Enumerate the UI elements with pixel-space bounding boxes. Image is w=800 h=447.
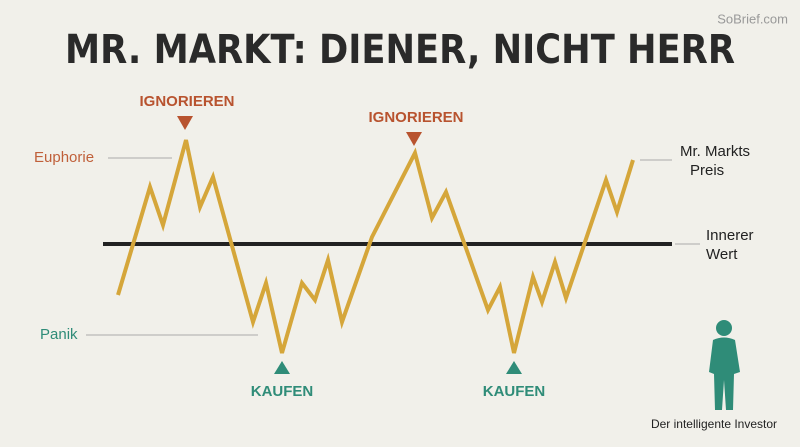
watermark: SoBrief.com xyxy=(717,11,788,26)
buy-label: KAUFEN xyxy=(251,383,314,400)
euphoria-label: Euphorie xyxy=(34,149,94,166)
value-label: Wert xyxy=(706,246,738,263)
panic-label: Panik xyxy=(40,326,78,343)
price-line xyxy=(116,139,635,354)
ignore-label: IGNORIEREN xyxy=(368,109,463,126)
value-label: Innerer xyxy=(706,227,754,244)
investor-label: Der intelligente Investor xyxy=(651,417,777,431)
buy-label: KAUFEN xyxy=(483,383,546,400)
buy-marker xyxy=(506,361,522,374)
ignore-marker xyxy=(177,116,193,130)
title: MR. MARKT: DIENER, NICHT HERR xyxy=(65,27,735,73)
price-label: Mr. Markts xyxy=(680,143,750,160)
buy-marker xyxy=(274,361,290,374)
ignore-marker xyxy=(406,132,422,146)
price-label: Preis xyxy=(690,162,724,179)
investor-icon xyxy=(709,320,740,410)
ignore-label: IGNORIEREN xyxy=(139,93,234,110)
